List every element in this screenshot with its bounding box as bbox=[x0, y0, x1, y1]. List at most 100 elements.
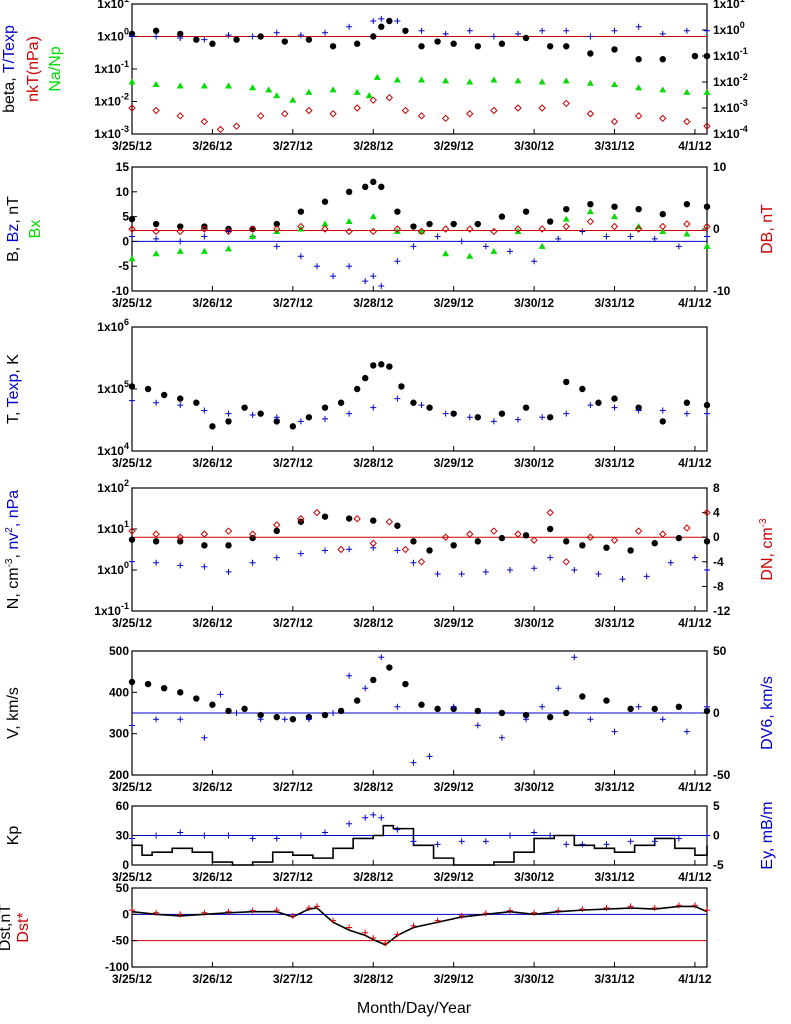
y2-tick-label: -10 bbox=[713, 284, 731, 298]
data-point bbox=[522, 404, 530, 411]
y2-tick-label: -5 bbox=[713, 858, 724, 872]
data-point bbox=[321, 404, 329, 411]
data-point bbox=[474, 722, 481, 729]
data-point bbox=[225, 832, 232, 839]
data-point bbox=[418, 27, 425, 34]
data-point bbox=[498, 709, 506, 717]
data-point bbox=[225, 418, 232, 425]
data-point bbox=[563, 709, 570, 717]
x-tick-label: 3/25/12 bbox=[112, 139, 152, 153]
data-point bbox=[313, 903, 320, 910]
data-point bbox=[152, 538, 160, 545]
data-point bbox=[353, 515, 361, 523]
y2-tick-label: 1x101 bbox=[713, 0, 745, 11]
y-tick-label: 0 bbox=[122, 858, 129, 872]
y-axis-label: Dst,nT bbox=[0, 904, 14, 951]
x-tick-label: 3/30/12 bbox=[514, 780, 554, 794]
data-point bbox=[498, 213, 506, 220]
data-point bbox=[273, 29, 280, 36]
data-point bbox=[297, 208, 305, 215]
y2-axis-label: DB, nT bbox=[759, 204, 776, 254]
data-point bbox=[152, 220, 160, 228]
data-point bbox=[378, 15, 385, 22]
data-point bbox=[224, 227, 233, 236]
data-point bbox=[177, 538, 184, 545]
data-point bbox=[539, 27, 546, 34]
data-point bbox=[691, 554, 698, 561]
y-tick-label: 1x101 bbox=[97, 519, 129, 536]
data-point bbox=[506, 832, 513, 839]
data-point bbox=[297, 550, 304, 557]
data-point bbox=[402, 680, 409, 688]
data-point bbox=[394, 522, 401, 529]
data-point bbox=[273, 227, 281, 234]
data-point bbox=[538, 225, 546, 233]
data-point bbox=[337, 399, 345, 406]
data-point bbox=[603, 233, 610, 240]
data-point bbox=[563, 378, 570, 386]
data-point bbox=[562, 77, 570, 84]
data-point bbox=[153, 559, 160, 566]
data-point bbox=[490, 33, 497, 40]
data-point bbox=[659, 222, 667, 231]
data-point bbox=[703, 508, 711, 517]
data-point bbox=[603, 841, 610, 848]
y-tick-label: 1x100 bbox=[97, 560, 129, 577]
data-point bbox=[257, 716, 264, 723]
data-point bbox=[128, 678, 136, 686]
data-point bbox=[450, 542, 457, 549]
data-point bbox=[273, 554, 280, 561]
data-point bbox=[249, 232, 257, 239]
data-point bbox=[410, 223, 417, 230]
data-point bbox=[129, 233, 135, 240]
data-point bbox=[703, 122, 711, 130]
data-point bbox=[201, 734, 208, 741]
x-tick-label: 3/26/12 bbox=[192, 456, 232, 470]
data-point bbox=[482, 568, 489, 575]
data-point bbox=[675, 703, 683, 710]
data-point bbox=[466, 27, 473, 34]
y2-axis-label: DV6, km/s bbox=[759, 676, 776, 750]
data-point bbox=[313, 263, 320, 270]
data-point bbox=[201, 909, 208, 916]
x-tick-label: 3/28/12 bbox=[353, 870, 393, 884]
series-1 bbox=[131, 905, 708, 946]
panel-7: -100 -50 0 50 3/25/12 3/26/12 3/27/12 3/28/12 3/… bbox=[0, 881, 712, 986]
data-point bbox=[531, 829, 538, 836]
data-point bbox=[402, 27, 409, 34]
data-point bbox=[394, 17, 401, 24]
x-tick-label: 3/26/12 bbox=[192, 972, 232, 986]
data-point bbox=[257, 711, 264, 719]
data-point bbox=[634, 527, 643, 535]
data-point bbox=[289, 912, 296, 919]
data-point bbox=[365, 92, 373, 99]
data-point bbox=[249, 225, 256, 233]
data-point bbox=[704, 907, 710, 914]
x-tick-label: 3/25/12 bbox=[112, 870, 152, 884]
data-point bbox=[586, 79, 594, 86]
y-tick-label: 1x102 bbox=[97, 478, 129, 495]
data-point bbox=[627, 705, 634, 713]
data-point bbox=[635, 23, 642, 30]
plot-frame bbox=[131, 326, 708, 452]
data-point bbox=[466, 110, 474, 118]
data-point bbox=[562, 222, 570, 231]
data-point bbox=[353, 104, 361, 112]
data-point bbox=[177, 716, 184, 723]
data-point bbox=[369, 213, 377, 220]
x-tick-label: 3/31/12 bbox=[594, 139, 634, 153]
y2-tick-label: -4 bbox=[713, 555, 724, 569]
data-point bbox=[362, 183, 369, 191]
series-4 bbox=[128, 217, 711, 236]
data-point bbox=[418, 402, 425, 409]
data-point bbox=[417, 227, 426, 236]
data-point bbox=[490, 527, 498, 535]
data-point bbox=[683, 88, 691, 95]
x-axis-label: Month/Day/Year bbox=[356, 1000, 472, 1017]
data-point bbox=[249, 907, 256, 914]
x-tick-label: 3/27/12 bbox=[273, 870, 313, 884]
series-3 bbox=[128, 508, 711, 566]
data-point bbox=[289, 96, 297, 103]
x-tick-label: 4/1/12 bbox=[678, 972, 712, 986]
data-point bbox=[378, 814, 385, 821]
